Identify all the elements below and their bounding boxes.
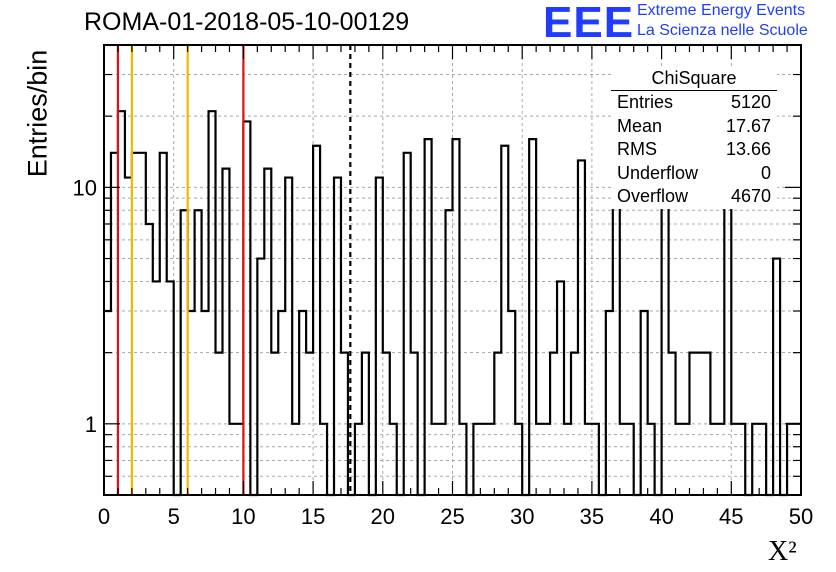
axis-tick-labels: 0 5 10 15 20 25 30 35 40 45 50 1 10: [73, 175, 814, 529]
y-axis-label: Entries/bin: [22, 49, 53, 178]
eee-logo: EEE: [543, 0, 635, 47]
stats-value: 17.67: [725, 115, 771, 136]
stats-row-entries: Entries 5120: [611, 91, 777, 115]
stats-row-overflow: Overflow 4670: [611, 185, 777, 209]
stats-row-rms: RMS 13.66: [611, 138, 777, 162]
x-tick-label: 15: [301, 504, 325, 529]
y-tick-label: 10: [73, 175, 97, 200]
reference-lines: [116, 45, 352, 495]
stats-value: 5120: [730, 92, 771, 112]
x-tick-label: 25: [440, 504, 464, 529]
histogram-bars: [104, 110, 801, 497]
stats-label: Overflow: [617, 186, 689, 206]
x-axis-label: X²: [768, 536, 797, 567]
stats-title: ChiSquare: [611, 66, 777, 91]
stats-value: 0: [760, 162, 771, 183]
x-tick-label: 0: [98, 504, 110, 529]
stats-label: Underflow: [617, 162, 699, 183]
run-title: ROMA-01-2018-05-10-00129: [84, 8, 410, 36]
stats-label: Entries: [617, 92, 674, 112]
stats-box: ChiSquare Entries 5120 Mean 17.67 RMS 13…: [611, 66, 777, 209]
x-tick-label: 5: [168, 504, 180, 529]
x-tick-label: 10: [231, 504, 255, 529]
stats-row-mean: Mean 17.67: [611, 115, 777, 139]
stats-value: 13.66: [725, 139, 771, 159]
stats-row-underflow: Underflow 0: [611, 162, 777, 186]
x-tick-label: 40: [649, 504, 673, 529]
x-tick-label: 50: [789, 504, 813, 529]
axis-ticks: [103, 44, 802, 496]
y-tick-label: 1: [85, 412, 97, 437]
x-tick-label: 20: [371, 504, 395, 529]
stats-label: RMS: [617, 139, 657, 159]
logo-line-2: La Scienza nelle Scuole: [637, 22, 808, 39]
histogram-outline: [104, 110, 801, 497]
x-tick-label: 35: [580, 504, 604, 529]
stats-value: 4670: [730, 186, 771, 206]
x-tick-label: 30: [510, 504, 534, 529]
x-tick-label: 45: [719, 504, 743, 529]
stats-label: Mean: [617, 115, 663, 136]
logo-line-1: Extreme Energy Events: [637, 2, 806, 19]
